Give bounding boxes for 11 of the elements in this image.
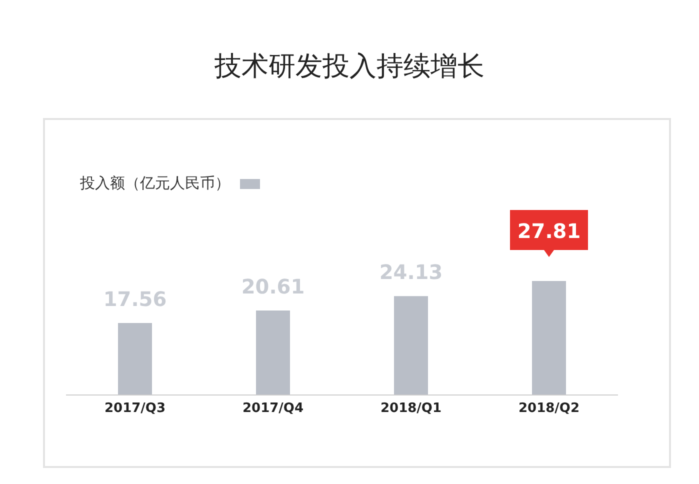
x-tick-label: 2018/Q1: [380, 401, 442, 416]
legend-label: 投入额（亿元人民币）: [80, 174, 230, 193]
data-label: 27.81: [517, 219, 581, 243]
bar: [532, 281, 566, 395]
x-tick-label: 2017/Q4: [242, 401, 304, 416]
bar: [118, 323, 152, 395]
bar: [394, 296, 428, 395]
chart-title: 技术研发投入持续增长: [214, 50, 486, 84]
x-tick-label: 2018/Q2: [518, 401, 580, 416]
x-tick-label: 2017/Q3: [104, 401, 166, 416]
bar: [256, 310, 290, 395]
